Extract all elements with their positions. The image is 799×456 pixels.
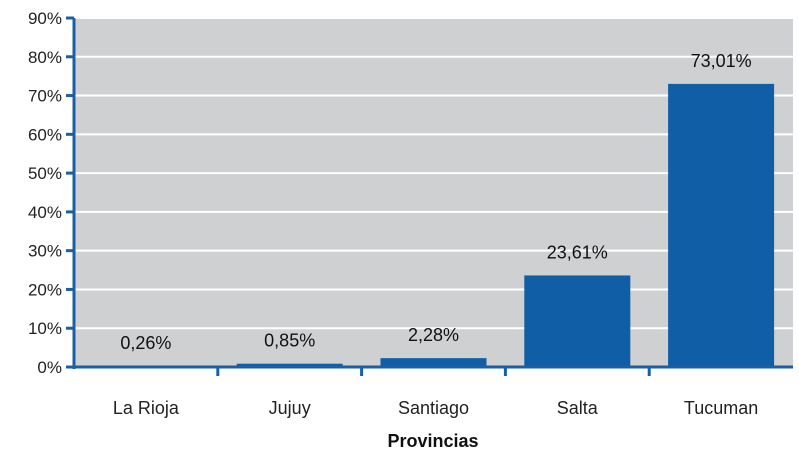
y-tick-label: 20%: [28, 280, 62, 299]
x-category-label: Salta: [557, 398, 599, 418]
x-category-label: Jujuy: [269, 398, 311, 418]
x-axis-title: Provincias: [387, 431, 478, 451]
y-tick-label: 50%: [28, 164, 62, 183]
y-tick-label: 90%: [28, 9, 62, 28]
y-tick-label: 70%: [28, 87, 62, 106]
x-category-label: La Rioja: [113, 398, 180, 418]
bars: [92, 83, 775, 367]
y-tick-label: 60%: [28, 125, 62, 144]
y-tick-label: 0%: [37, 358, 62, 377]
y-tick-label: 10%: [28, 319, 62, 338]
x-category-label: Tucuman: [684, 398, 758, 418]
x-category-label: Santiago: [398, 398, 469, 418]
data-label-salta: 23,61%: [547, 242, 608, 262]
y-tick-label: 40%: [28, 203, 62, 222]
data-label-tucuman: 73,01%: [691, 51, 752, 71]
bar-santiago: [380, 358, 487, 367]
data-label-santiago: 2,28%: [408, 325, 459, 345]
bar-tucuman: [668, 83, 775, 367]
y-axis: 0% 10% 20% 30% 40% 50% 60% 70% 80% 90%: [28, 9, 76, 377]
y-tick-label: 80%: [28, 48, 62, 67]
data-labels: 0,26% 0,85% 2,28% 23,61% 73,01%: [120, 51, 751, 353]
bar-salta: [524, 275, 631, 367]
y-tick-label: 30%: [28, 242, 62, 261]
x-axis: La Rioja Jujuy Santiago Salta Tucuman: [74, 365, 793, 418]
data-label-la-rioja: 0,26%: [120, 333, 171, 353]
bar-jujuy: [236, 363, 343, 367]
data-label-jujuy: 0,85%: [264, 331, 315, 351]
